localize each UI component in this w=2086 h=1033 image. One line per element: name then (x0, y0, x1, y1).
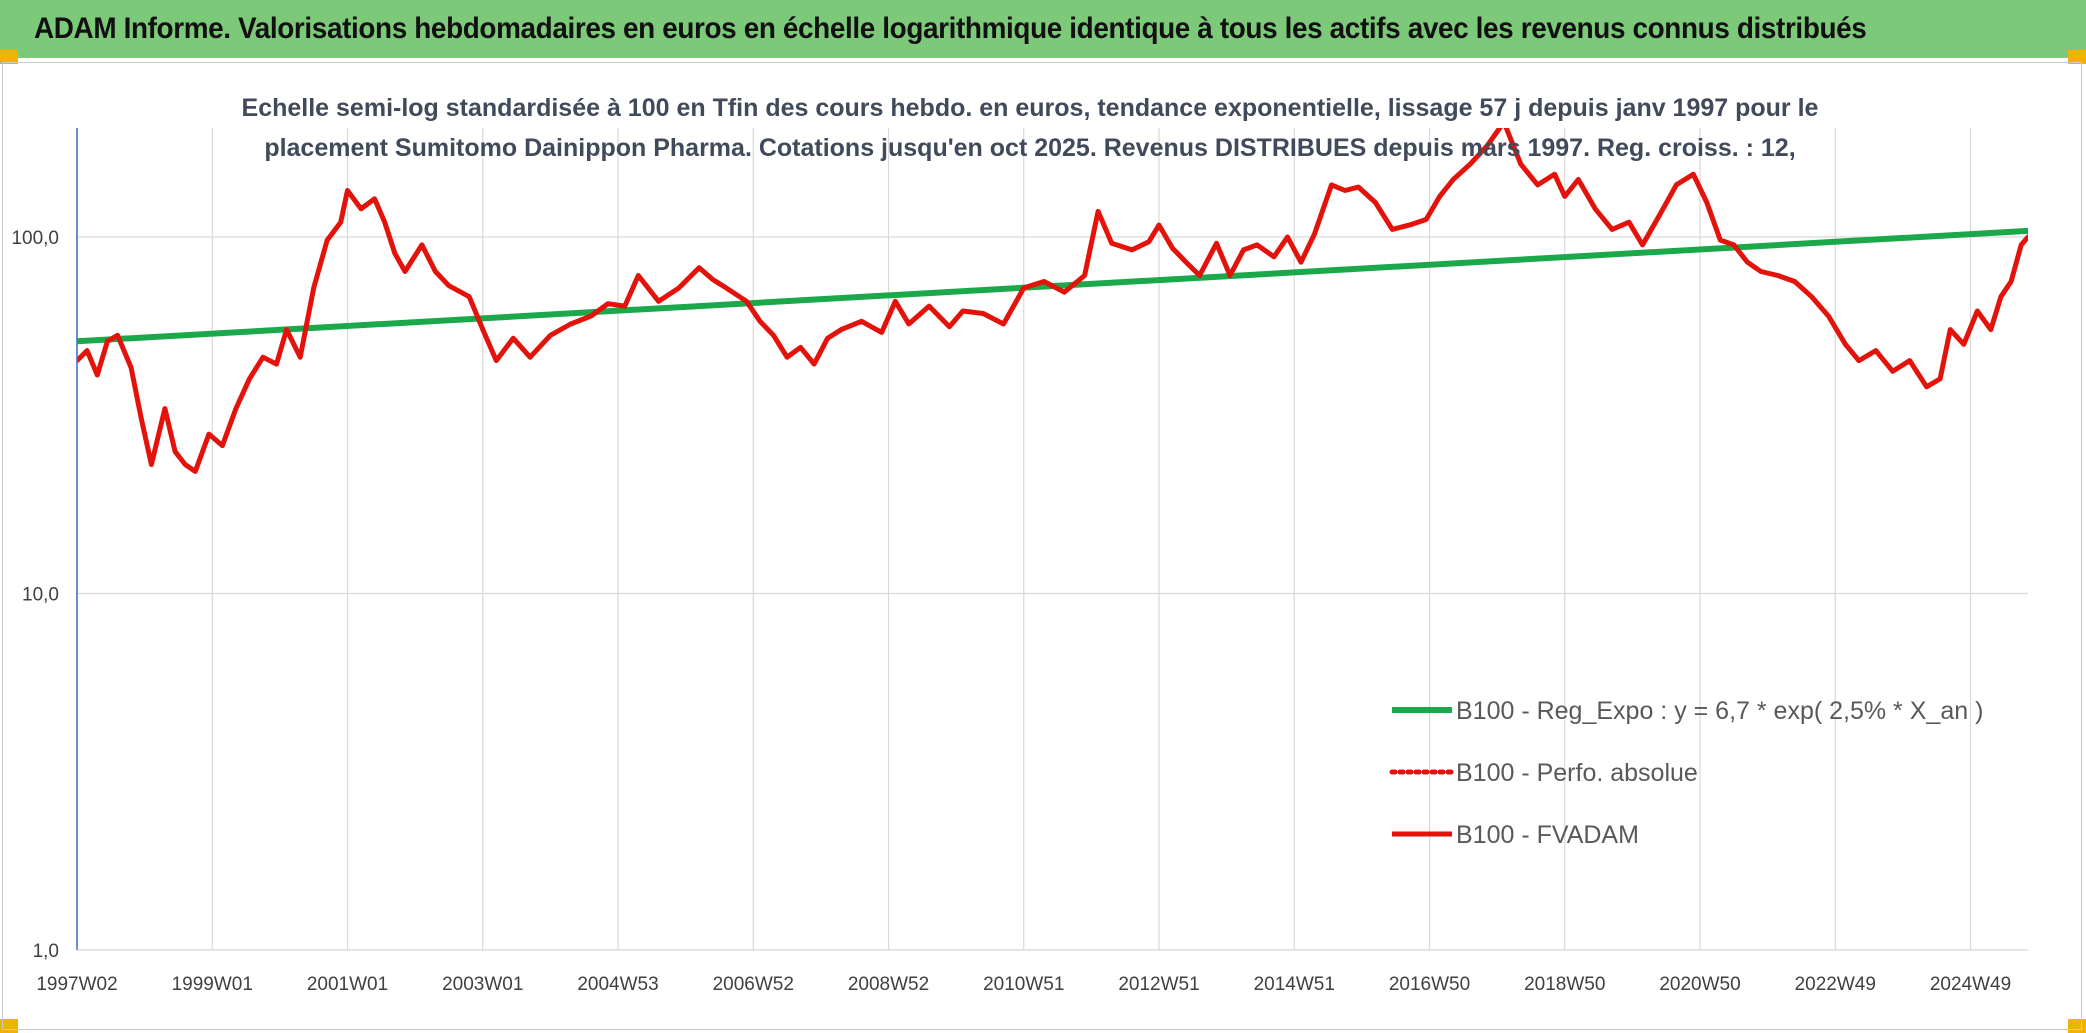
x-tick-label: 1997W02 (36, 974, 117, 995)
corner-marker-top-left (0, 50, 18, 64)
y-tick-label: 1,0 (33, 941, 59, 962)
report-banner: ADAM Informe. Valorisations hebdomadaire… (0, 0, 2086, 58)
x-tick-label: 2018W50 (1524, 974, 1605, 995)
legend-label: B100 - Perfo. absolue (1456, 759, 1698, 787)
x-tick-label: 1999W01 (172, 974, 253, 995)
y-tick-label: 10,0 (22, 585, 59, 606)
legend-label: B100 - FVADAM (1456, 821, 1639, 849)
x-tick-label: 2010W51 (983, 974, 1064, 995)
corner-marker-top-right (2068, 50, 2086, 64)
chart-frame (2, 62, 2082, 1030)
x-tick-label: 2004W53 (577, 974, 658, 995)
x-tick-label: 2001W01 (307, 974, 388, 995)
x-tick-label: 2024W49 (1930, 974, 2011, 995)
report-title: ADAM Informe. Valorisations hebdomadaire… (34, 12, 1867, 45)
x-tick-label: 2016W50 (1389, 974, 1470, 995)
x-tick-label: 2014W51 (1254, 974, 1335, 995)
series-line-fvadam (77, 128, 2028, 474)
x-tick-label: 2003W01 (442, 974, 523, 995)
x-tick-label: 2012W51 (1118, 974, 1199, 995)
y-tick-label: 100,0 (11, 228, 59, 249)
x-tick-label: 2008W52 (848, 974, 929, 995)
x-tick-label: 2022W49 (1795, 974, 1876, 995)
chart-subtitle: Echelle semi-log standardisée à 100 en T… (241, 94, 1819, 162)
x-tick-label: 2020W50 (1659, 974, 1740, 995)
x-tick-label: 2006W52 (713, 974, 794, 995)
legend-label: B100 - Reg_Expo : y = 6,7 * exp( 2,5% * … (1456, 697, 1983, 725)
